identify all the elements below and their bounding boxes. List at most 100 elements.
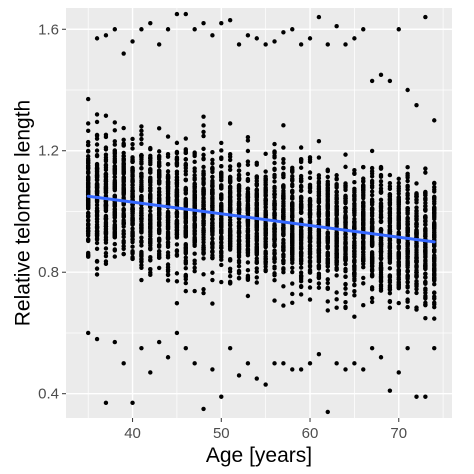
data-point — [139, 128, 144, 134]
data-point — [298, 188, 304, 193]
data-point — [281, 241, 286, 246]
data-point — [298, 217, 304, 222]
data-point — [432, 275, 437, 281]
data-point — [352, 246, 357, 251]
data-point — [369, 227, 375, 233]
data-point — [254, 181, 259, 187]
data-point — [325, 277, 330, 282]
data-point — [387, 200, 393, 205]
data-point — [227, 236, 233, 241]
data-point — [254, 260, 259, 265]
data-point — [298, 265, 304, 270]
data-point — [165, 269, 171, 274]
data-point — [405, 200, 410, 205]
data-point — [210, 161, 215, 166]
data-point — [192, 166, 197, 171]
data-point — [219, 20, 224, 26]
data-point — [227, 175, 233, 181]
data-point — [387, 211, 393, 216]
data-point — [378, 270, 384, 275]
data-point — [352, 206, 357, 211]
data-point — [210, 149, 215, 155]
data-point — [210, 178, 215, 184]
data-point — [85, 330, 91, 336]
data-point — [174, 214, 180, 219]
data-point — [281, 145, 286, 150]
data-point — [183, 219, 188, 225]
data-point — [369, 268, 375, 274]
data-point — [85, 176, 91, 182]
trend-line — [86, 194, 436, 244]
data-point — [369, 256, 375, 261]
data-point — [210, 220, 215, 225]
data-point — [245, 138, 251, 143]
data-point — [290, 243, 295, 248]
data-point — [290, 227, 295, 232]
data-point — [423, 14, 428, 20]
data-point — [130, 221, 135, 226]
data-point — [201, 406, 206, 412]
data-point — [281, 361, 286, 366]
data-point — [139, 262, 144, 268]
data-point — [396, 176, 401, 181]
data-point — [263, 169, 268, 174]
data-point — [103, 190, 109, 195]
data-point — [369, 178, 375, 184]
data-point — [192, 159, 197, 165]
data-point — [290, 281, 295, 286]
data-point — [378, 182, 384, 188]
data-point — [405, 221, 410, 226]
data-point — [85, 222, 91, 227]
data-point — [148, 226, 153, 231]
data-point — [298, 159, 304, 165]
data-point — [414, 244, 419, 249]
data-point — [423, 266, 428, 272]
data-point — [334, 224, 339, 229]
data-point — [94, 174, 100, 180]
data-point — [245, 247, 251, 253]
data-point — [156, 149, 162, 154]
data-point — [112, 339, 118, 345]
data-point — [281, 245, 286, 251]
data-point — [165, 226, 171, 231]
data-point — [378, 249, 384, 254]
data-point — [405, 191, 410, 196]
data-point — [298, 165, 304, 170]
data-point — [343, 252, 348, 257]
data-point — [192, 238, 197, 244]
data-point — [352, 220, 357, 225]
data-point — [130, 254, 135, 260]
data-point — [316, 211, 322, 216]
data-point — [156, 242, 162, 248]
data-point — [290, 182, 295, 187]
data-point — [369, 250, 375, 255]
data-point — [112, 234, 118, 239]
data-point — [254, 174, 259, 180]
data-point — [245, 159, 251, 164]
data-point — [236, 268, 242, 274]
data-point — [139, 132, 144, 137]
data-point — [307, 215, 313, 220]
data-point — [236, 210, 242, 215]
data-point — [334, 243, 339, 248]
data-point — [227, 167, 233, 172]
data-point — [334, 265, 339, 270]
data-point — [148, 188, 153, 194]
data-point — [156, 227, 162, 233]
data-point — [423, 257, 428, 263]
data-point — [219, 148, 224, 153]
data-point — [210, 231, 215, 237]
data-point — [352, 235, 357, 241]
data-point — [94, 142, 100, 147]
data-point — [298, 283, 304, 289]
data-point — [432, 180, 437, 186]
data-point — [272, 192, 277, 197]
data-point — [272, 201, 277, 206]
data-point — [85, 200, 91, 205]
data-point — [423, 271, 428, 276]
data-point — [245, 220, 251, 225]
data-point — [405, 164, 410, 170]
data-point — [307, 270, 313, 275]
data-point — [94, 177, 100, 183]
data-point — [361, 218, 366, 223]
